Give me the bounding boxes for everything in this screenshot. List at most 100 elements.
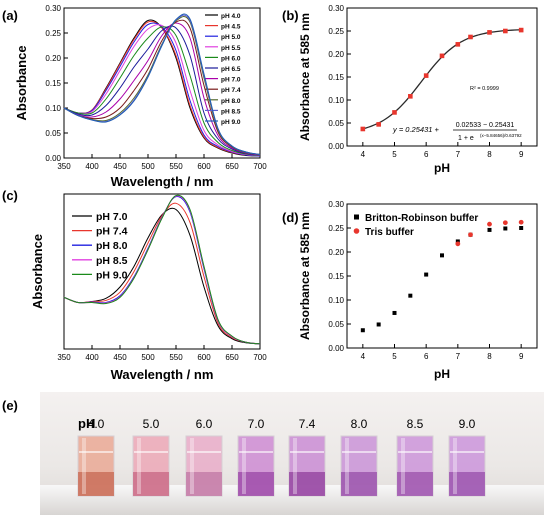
data-point-square bbox=[440, 253, 444, 258]
cuvette-bottom bbox=[78, 472, 114, 496]
cuvette-bottom bbox=[289, 472, 325, 496]
legend-label: pH 4.0 bbox=[221, 13, 241, 20]
fit-equation-exponent: (x−5.84656)/0.63792 bbox=[480, 133, 522, 138]
x-axis-label: Wavelength / nm bbox=[111, 367, 214, 382]
data-point-square bbox=[360, 328, 365, 333]
y-tick-label: 0.20 bbox=[328, 50, 344, 59]
legend-label: pH 8.5 bbox=[221, 108, 241, 115]
series-line-ph-9-0 bbox=[63, 194, 261, 345]
cuvette: 9.0 bbox=[448, 417, 486, 497]
cuvette-glare bbox=[401, 438, 405, 494]
panel-label-c: (c) bbox=[2, 188, 18, 203]
cuvette-glare bbox=[453, 438, 457, 494]
data-point bbox=[376, 122, 381, 127]
y-tick-label: 0.05 bbox=[328, 119, 344, 128]
series-line-ph-5-5 bbox=[63, 24, 261, 156]
data-point bbox=[455, 42, 461, 47]
x-tick-label: 9 bbox=[519, 150, 524, 159]
legend-label: pH 4.5 bbox=[221, 24, 241, 31]
y-tick-label: 0.10 bbox=[328, 296, 344, 305]
data-point-square bbox=[487, 227, 492, 232]
series-line-ph-6-0 bbox=[63, 26, 261, 156]
y-tick-label: 0.05 bbox=[328, 320, 344, 329]
y-tick-label: 0.25 bbox=[328, 27, 344, 36]
y-tick-label: 0.15 bbox=[45, 79, 61, 88]
legend-label: pH 7.4 bbox=[221, 87, 241, 94]
cuvette-bottom bbox=[238, 472, 274, 496]
legend-label: pH 8.0 bbox=[96, 240, 128, 252]
x-tick-label: 450 bbox=[113, 162, 127, 171]
x-tick-label: 450 bbox=[113, 353, 127, 362]
series-line-ph-7-0 bbox=[63, 22, 261, 156]
series-line-ph-7-4 bbox=[63, 202, 261, 345]
data-point-square bbox=[519, 226, 524, 230]
x-tick-label: 700 bbox=[253, 162, 267, 171]
x-tick-label: 5 bbox=[392, 150, 397, 159]
series-line-ph-9-0 bbox=[63, 13, 261, 155]
x-tick-label: 550 bbox=[169, 353, 183, 362]
x-tick-label: 600 bbox=[197, 162, 211, 171]
fit-equation-numerator: 0.02533 − 0.25431 bbox=[456, 122, 515, 129]
x-tick-label: 6 bbox=[424, 352, 429, 361]
chart-d-buffer-comparison: 4 5 6 7 8 9 0.00 0.05 0.10 0.15 0.20 0.25 0.30 pH Abso… bbox=[298, 200, 538, 381]
x-axis-label: pH bbox=[434, 367, 450, 381]
panel-label-e: (e) bbox=[2, 398, 18, 413]
cuvette-bottom bbox=[133, 472, 169, 496]
panel-label-a: (a) bbox=[2, 8, 18, 23]
x-tick-label: 700 bbox=[253, 353, 267, 362]
legend-label: pH 5.0 bbox=[221, 34, 241, 41]
cuvette-ph-label: 4.0 bbox=[88, 417, 105, 431]
cuvette-ph-label: 8.5 bbox=[407, 417, 424, 431]
legend-marker bbox=[353, 228, 360, 234]
legend-label: Tris buffer bbox=[365, 227, 414, 238]
r-squared-label: R² = 0.9999 bbox=[470, 86, 499, 92]
y-axis-label: Absorbance at 585 nm bbox=[298, 13, 312, 141]
cuvette-bottom bbox=[341, 472, 377, 496]
data-point-circle bbox=[487, 221, 492, 227]
chart-a-spectra-by-ph: 350 400 450 500 550 600 650 700 0.00 0.05 0.10 0.15… bbox=[14, 4, 267, 189]
x-axis-label: Wavelength / nm bbox=[111, 174, 214, 189]
cuvette-bottom bbox=[186, 472, 222, 496]
cuvette-glare bbox=[82, 438, 86, 494]
x-tick-label: 350 bbox=[57, 353, 71, 362]
y-tick-label: 0.00 bbox=[328, 142, 344, 151]
data-point-square bbox=[376, 322, 381, 327]
cuvette: 4.0 bbox=[77, 417, 115, 497]
legend-label: pH 7.0 bbox=[96, 211, 128, 223]
x-tick-label: 5 bbox=[392, 352, 397, 361]
x-axis-label: pH bbox=[434, 161, 450, 175]
data-point-square bbox=[503, 226, 508, 231]
cuvette-ph-label: 7.0 bbox=[248, 417, 265, 431]
y-tick-label: 0.15 bbox=[328, 272, 344, 281]
data-point bbox=[392, 110, 397, 115]
data-point-square bbox=[408, 293, 413, 298]
fit-equation-denominator: 1 + e bbox=[458, 135, 474, 142]
legend-label: pH 8.5 bbox=[96, 255, 128, 267]
x-tick-label: 4 bbox=[361, 150, 366, 159]
y-tick-label: 0.00 bbox=[45, 154, 61, 163]
cuvette-ph-label: 6.0 bbox=[196, 417, 213, 431]
panel-label-b: (b) bbox=[282, 8, 299, 23]
cuvette: 5.0 bbox=[132, 417, 170, 497]
legend-label: pH 6.0 bbox=[221, 55, 241, 62]
cuvette-ph-label: 9.0 bbox=[459, 417, 476, 431]
data-point bbox=[423, 73, 429, 78]
legend-label: Britton-Robinson buffer bbox=[365, 213, 478, 224]
legend-label: pH 9.0 bbox=[221, 119, 241, 126]
photo-ph-label: pH bbox=[78, 416, 95, 431]
y-tick-label: 0.25 bbox=[328, 224, 344, 233]
plot-frame bbox=[63, 193, 261, 350]
y-tick-label: 0.30 bbox=[328, 4, 344, 13]
cuvette: 7.0 bbox=[237, 417, 275, 497]
data-point bbox=[518, 27, 524, 33]
data-point bbox=[487, 30, 492, 35]
data-point-circle bbox=[468, 232, 473, 238]
cuvette-glare bbox=[190, 438, 194, 494]
cuvette-ph-label: 7.4 bbox=[299, 417, 316, 431]
x-tick-label: 400 bbox=[85, 353, 99, 362]
x-tick-label: 650 bbox=[225, 162, 239, 171]
cuvette: 8.0 bbox=[340, 417, 378, 497]
legend-label: pH 7.0 bbox=[221, 77, 241, 84]
y-tick-label: 0.20 bbox=[45, 54, 61, 63]
